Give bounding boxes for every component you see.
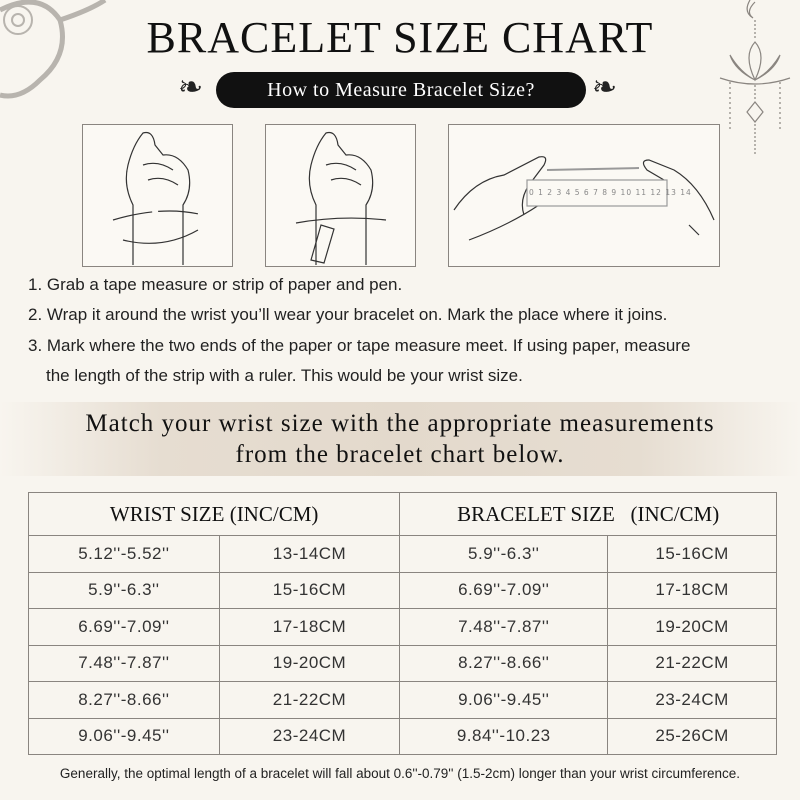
bracelet-inch: 8.27''-8.66'' — [399, 644, 609, 682]
wrist-cm: 13-14CM — [218, 535, 401, 573]
wrist-cm: 21-22CM — [218, 681, 401, 719]
wrist-cm: 17-18CM — [218, 608, 401, 646]
bracelet-cm: 23-24CM — [607, 681, 777, 719]
table-row: 9.06''-9.45'' 23-24CM 9.84''-10.23 25-26CM — [28, 717, 777, 755]
footnote: Generally, the optimal length of a brace… — [59, 766, 741, 781]
wrist-inch: 7.48''-7.87'' — [28, 644, 220, 682]
bracelet-cm: 25-26CM — [607, 717, 777, 755]
lotus-ornament-icon — [719, 0, 791, 155]
hands-ruler-icon: 0 1 2 3 4 5 6 7 8 9 10 11 12 13 14 — [453, 156, 715, 241]
size-table: WRIST SIZE (INC/CM) BRACELET SIZE (INC/C… — [27, 492, 777, 755]
bracelet-inch: 9.84''-10.23 — [399, 717, 609, 755]
wrist-cm: 15-16CM — [218, 571, 401, 609]
page-title: BRACELET SIZE CHART — [146, 13, 654, 62]
step-3: 3. Mark where the two ends of the paper … — [28, 336, 691, 355]
table-row: 5.12''-5.52'' 13-14CM 5.9''-6.3'' 15-16CM — [28, 535, 777, 573]
bracelet-cm: 17-18CM — [607, 571, 777, 609]
wrist-inch: 6.69''-7.09'' — [28, 608, 220, 646]
left-flourish-icon: ❧ — [178, 70, 204, 105]
ruler-numbers: 0 1 2 3 4 5 6 7 8 9 10 11 12 13 14 — [529, 188, 692, 197]
mark-wrist-illustration — [265, 124, 416, 267]
wrist-inch: 5.9''-6.3'' — [28, 571, 220, 609]
step-3-continued: the length of the strip with a ruler. Th… — [46, 366, 523, 385]
table-row: 8.27''-8.66'' 21-22CM 9.06''-9.45'' 23-24CM — [28, 681, 777, 719]
bracelet-cm: 21-22CM — [607, 644, 777, 682]
table-row: 5.9''-6.3'' 15-16CM 6.69''-7.09'' 17-18CM — [28, 571, 777, 609]
bracelet-inch: 7.48''-7.87'' — [399, 608, 609, 646]
bracelet-size-header: BRACELET SIZE (INC/CM) — [399, 492, 777, 536]
step-2: 2. Wrap it around the wrist you’ll wear … — [28, 305, 668, 324]
wrist-inch: 9.06''-9.45'' — [28, 717, 220, 755]
banner-line-1: Match your wrist size with the appropria… — [85, 410, 715, 437]
bracelet-cm: 15-16CM — [607, 535, 777, 573]
hand-tape-icon — [112, 131, 204, 265]
subtitle-pill: How to Measure Bracelet Size? — [216, 72, 586, 108]
table-row: 7.48''-7.87'' 19-20CM 8.27''-8.66'' 21-22CM — [28, 644, 777, 682]
wrap-wrist-illustration — [82, 124, 233, 267]
hand-pen-icon — [295, 131, 387, 265]
table-row: 6.69''-7.09'' 17-18CM 7.48''-7.87'' 19-20CM — [28, 608, 777, 646]
wrist-cm: 19-20CM — [218, 644, 401, 682]
table-header-row: WRIST SIZE (INC/CM) BRACELET SIZE (INC/C… — [27, 492, 777, 536]
wrist-inch: 8.27''-8.66'' — [28, 681, 220, 719]
ruler-measure-illustration: 0 1 2 3 4 5 6 7 8 9 10 11 12 13 14 — [448, 124, 720, 267]
banner-line-2: from the bracelet chart below. — [235, 441, 565, 468]
bracelet-cm: 19-20CM — [607, 608, 777, 646]
wrist-inch: 5.12''-5.52'' — [28, 535, 220, 573]
bracelet-inch: 9.06''-9.45'' — [399, 681, 609, 719]
wrist-size-header: WRIST SIZE (INC/CM) — [27, 492, 401, 536]
mandala-decoration-icon — [0, 0, 107, 99]
bracelet-inch: 5.9''-6.3'' — [399, 535, 609, 573]
step-1: 1. Grab a tape measure or strip of paper… — [28, 275, 403, 294]
bracelet-inch: 6.69''-7.09'' — [399, 571, 609, 609]
right-flourish-icon: ❧ — [592, 70, 618, 105]
wrist-cm: 23-24CM — [218, 717, 401, 755]
match-banner: Match your wrist size with the appropria… — [0, 402, 800, 476]
